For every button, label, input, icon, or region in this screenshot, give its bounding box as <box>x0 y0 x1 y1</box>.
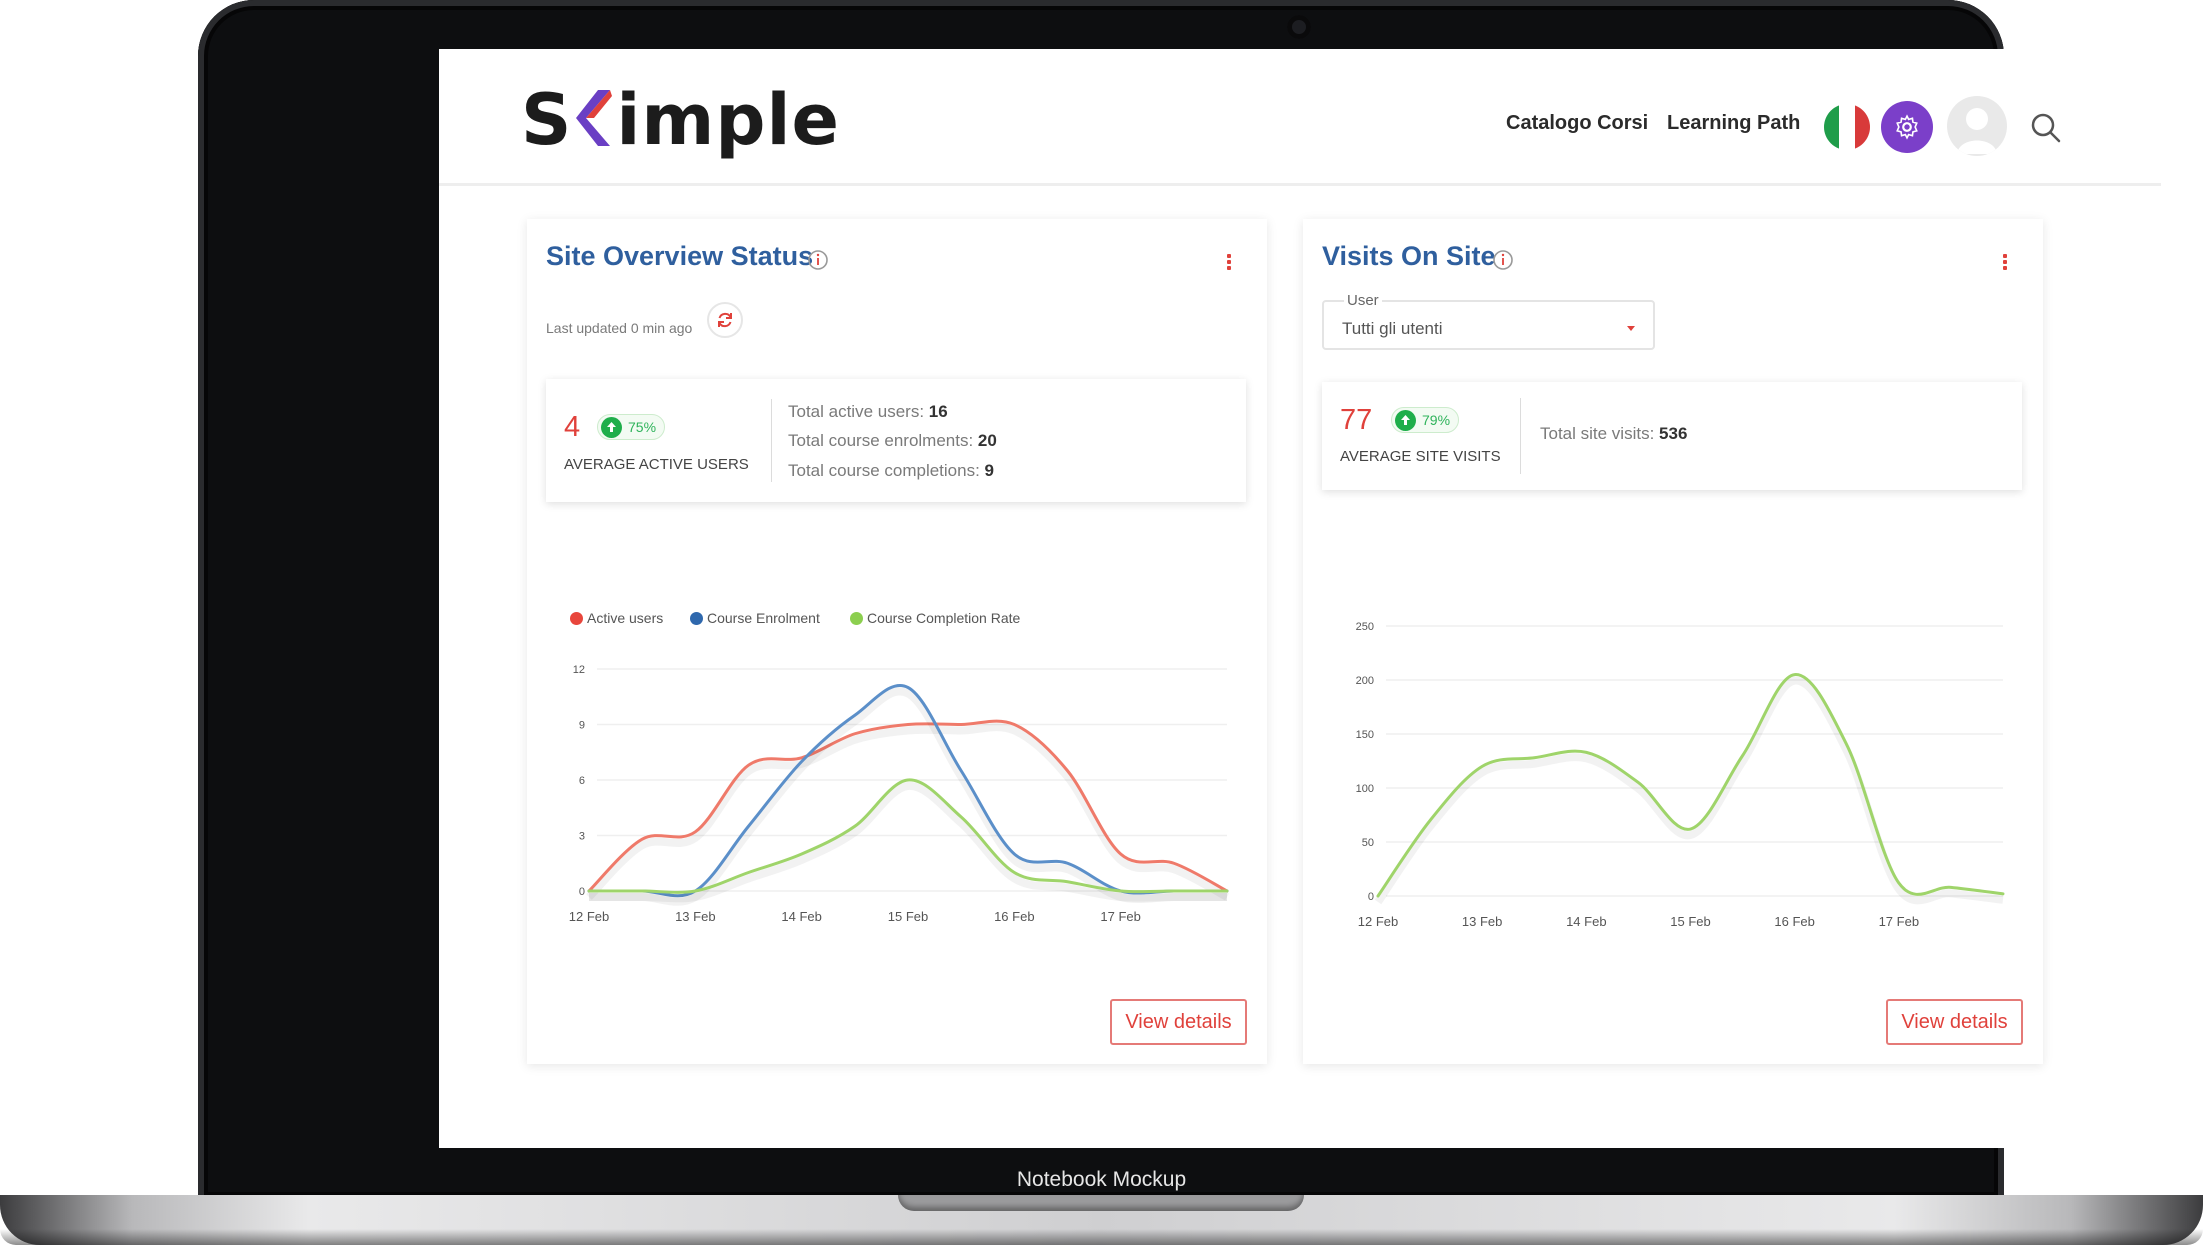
series-line-course-completion-rate[interactable] <box>587 778 1229 894</box>
y-tick-label: 50 <box>1362 837 1374 849</box>
card-title: Site Overview Status <box>546 241 814 271</box>
growth-percent: 75% <box>628 419 657 435</box>
site-visits-summary: 77 79% AVERAGE SITE VISITS Total site vi… <box>1322 382 2022 490</box>
x-tick-label: 13 Feb <box>675 909 715 924</box>
average-label: AVERAGE ACTIVE USERS <box>564 456 749 473</box>
user-filter-select[interactable]: User Tutti gli utenti <box>1322 292 1655 350</box>
site-overview-card: Site Overview Status Last updated 0 min … <box>527 219 1267 1064</box>
mockup-label: Notebook Mockup <box>1016 1168 1187 1191</box>
info-icon[interactable] <box>807 249 829 271</box>
divider <box>1520 398 1521 474</box>
arrow-up-icon <box>601 416 622 438</box>
growth-badge: 79% <box>1391 407 1460 433</box>
legend-dot <box>570 611 583 625</box>
series-line-active-users[interactable] <box>587 719 1229 893</box>
series-shadow <box>588 782 1227 903</box>
average-label: AVERAGE SITE VISITS <box>1340 448 1501 465</box>
x-tick-label: 16 Feb <box>1774 914 1814 929</box>
series-shadow <box>1374 676 2004 905</box>
visits-line-chart: 0 50 100 150 200 250 12 Feb 13 Feb 14 Feb 15 Feb 1… <box>1356 621 2005 929</box>
refresh-button[interactable] <box>707 302 743 338</box>
y-tick-label: 3 <box>579 831 585 843</box>
arrow-up-icon <box>1395 409 1416 431</box>
logo-suffix: imple <box>616 79 840 161</box>
legend-label: Course Enrolment <box>707 610 820 626</box>
x-tick-label: 15 Feb <box>1670 914 1710 929</box>
legend-active-users[interactable]: Active users <box>570 610 663 626</box>
series-shadow <box>588 687 1227 906</box>
x-tick-label: 14 Feb <box>781 909 821 924</box>
overview-line-chart: 0 3 6 9 12 12 Feb 13 Feb 14 Feb 15 Feb 16 Feb 17 F… <box>569 664 1229 924</box>
legend-course-enrolment[interactable]: Course Enrolment <box>690 610 820 626</box>
average-value: 77 <box>1340 404 1373 436</box>
card-title: Visits On Site <box>1322 241 1496 271</box>
legend-label: Active users <box>587 610 664 626</box>
view-details-button[interactable]: View details <box>1886 999 2023 1045</box>
laptop-notch <box>898 1195 1304 1211</box>
x-tick-label: 15 Feb <box>888 909 928 924</box>
detail-course-completions: Total course completions: 9 <box>788 461 995 480</box>
y-tick-label: 0 <box>1368 891 1374 903</box>
select-label: User <box>1344 292 1382 309</box>
legend-dot <box>690 611 703 625</box>
active-users-summary: 4 75% AVERAGE ACTIVE USERS Total active … <box>546 379 1246 502</box>
x-tick-label: 14 Feb <box>1566 914 1606 929</box>
growth-percent: 79% <box>1422 412 1451 428</box>
refresh-icon <box>718 312 732 328</box>
visits-on-site-card: Visits On Site User Tutti gli utenti 77 … <box>1303 219 2043 1064</box>
x-tick-label: 12 Feb <box>569 909 609 924</box>
nav-learning-path[interactable]: Learning Path <box>1667 112 1801 134</box>
detail-total-visits: Total site visits: 536 <box>1540 424 1688 443</box>
y-tick-label: 6 <box>579 775 585 787</box>
italy-flag-icon[interactable] <box>1824 104 1870 150</box>
chevron-down-icon <box>1627 326 1635 331</box>
legend-course-completion[interactable]: Course Completion Rate <box>850 610 1020 626</box>
y-tick-label: 250 <box>1356 621 1374 633</box>
gear-icon <box>1896 114 1918 140</box>
series-line-course-enrolment[interactable] <box>587 684 1229 898</box>
user-avatar[interactable] <box>1947 96 2007 156</box>
user-avatar-icon <box>1957 108 1997 154</box>
detail-course-enrolments: Total course enrolments: 20 <box>788 431 997 450</box>
y-tick-label: 9 <box>579 720 585 732</box>
detail-active-users: Total active users: 16 <box>788 402 948 421</box>
view-details-button[interactable]: View details <box>1110 999 1247 1045</box>
x-tick-label: 12 Feb <box>1358 914 1398 929</box>
series-shadow <box>586 723 1229 901</box>
settings-button[interactable] <box>1881 101 1933 153</box>
info-icon[interactable] <box>1492 249 1514 271</box>
last-updated-text: Last updated 0 min ago <box>546 320 693 336</box>
y-tick-label: 100 <box>1356 783 1374 795</box>
divider <box>771 399 772 482</box>
y-tick-label: 150 <box>1356 729 1374 741</box>
logo-prefix: S <box>521 79 573 161</box>
average-value: 4 <box>564 411 581 443</box>
y-tick-label: 12 <box>573 664 585 676</box>
more-menu-icon[interactable] <box>2003 254 2007 270</box>
search-icon[interactable] <box>2029 111 2063 145</box>
more-menu-icon[interactable] <box>1227 254 1231 270</box>
logo-k-mark-icon <box>572 83 614 146</box>
legend-dot <box>850 611 863 625</box>
nav-catalogo-corsi[interactable]: Catalogo Corsi <box>1506 112 1649 134</box>
growth-badge: 75% <box>597 414 666 440</box>
y-tick-label: 0 <box>579 886 585 898</box>
select-value: Tutti gli utenti <box>1342 319 1443 338</box>
x-tick-label: 16 Feb <box>994 909 1034 924</box>
camera-icon <box>1287 15 1311 39</box>
series-line-visits[interactable] <box>1376 673 2005 898</box>
x-tick-label: 13 Feb <box>1462 914 1502 929</box>
y-tick-label: 200 <box>1356 675 1374 687</box>
legend-label: Course Completion Rate <box>867 610 1021 626</box>
x-tick-label: 17 Feb <box>1879 914 1919 929</box>
x-tick-label: 17 Feb <box>1100 909 1140 924</box>
